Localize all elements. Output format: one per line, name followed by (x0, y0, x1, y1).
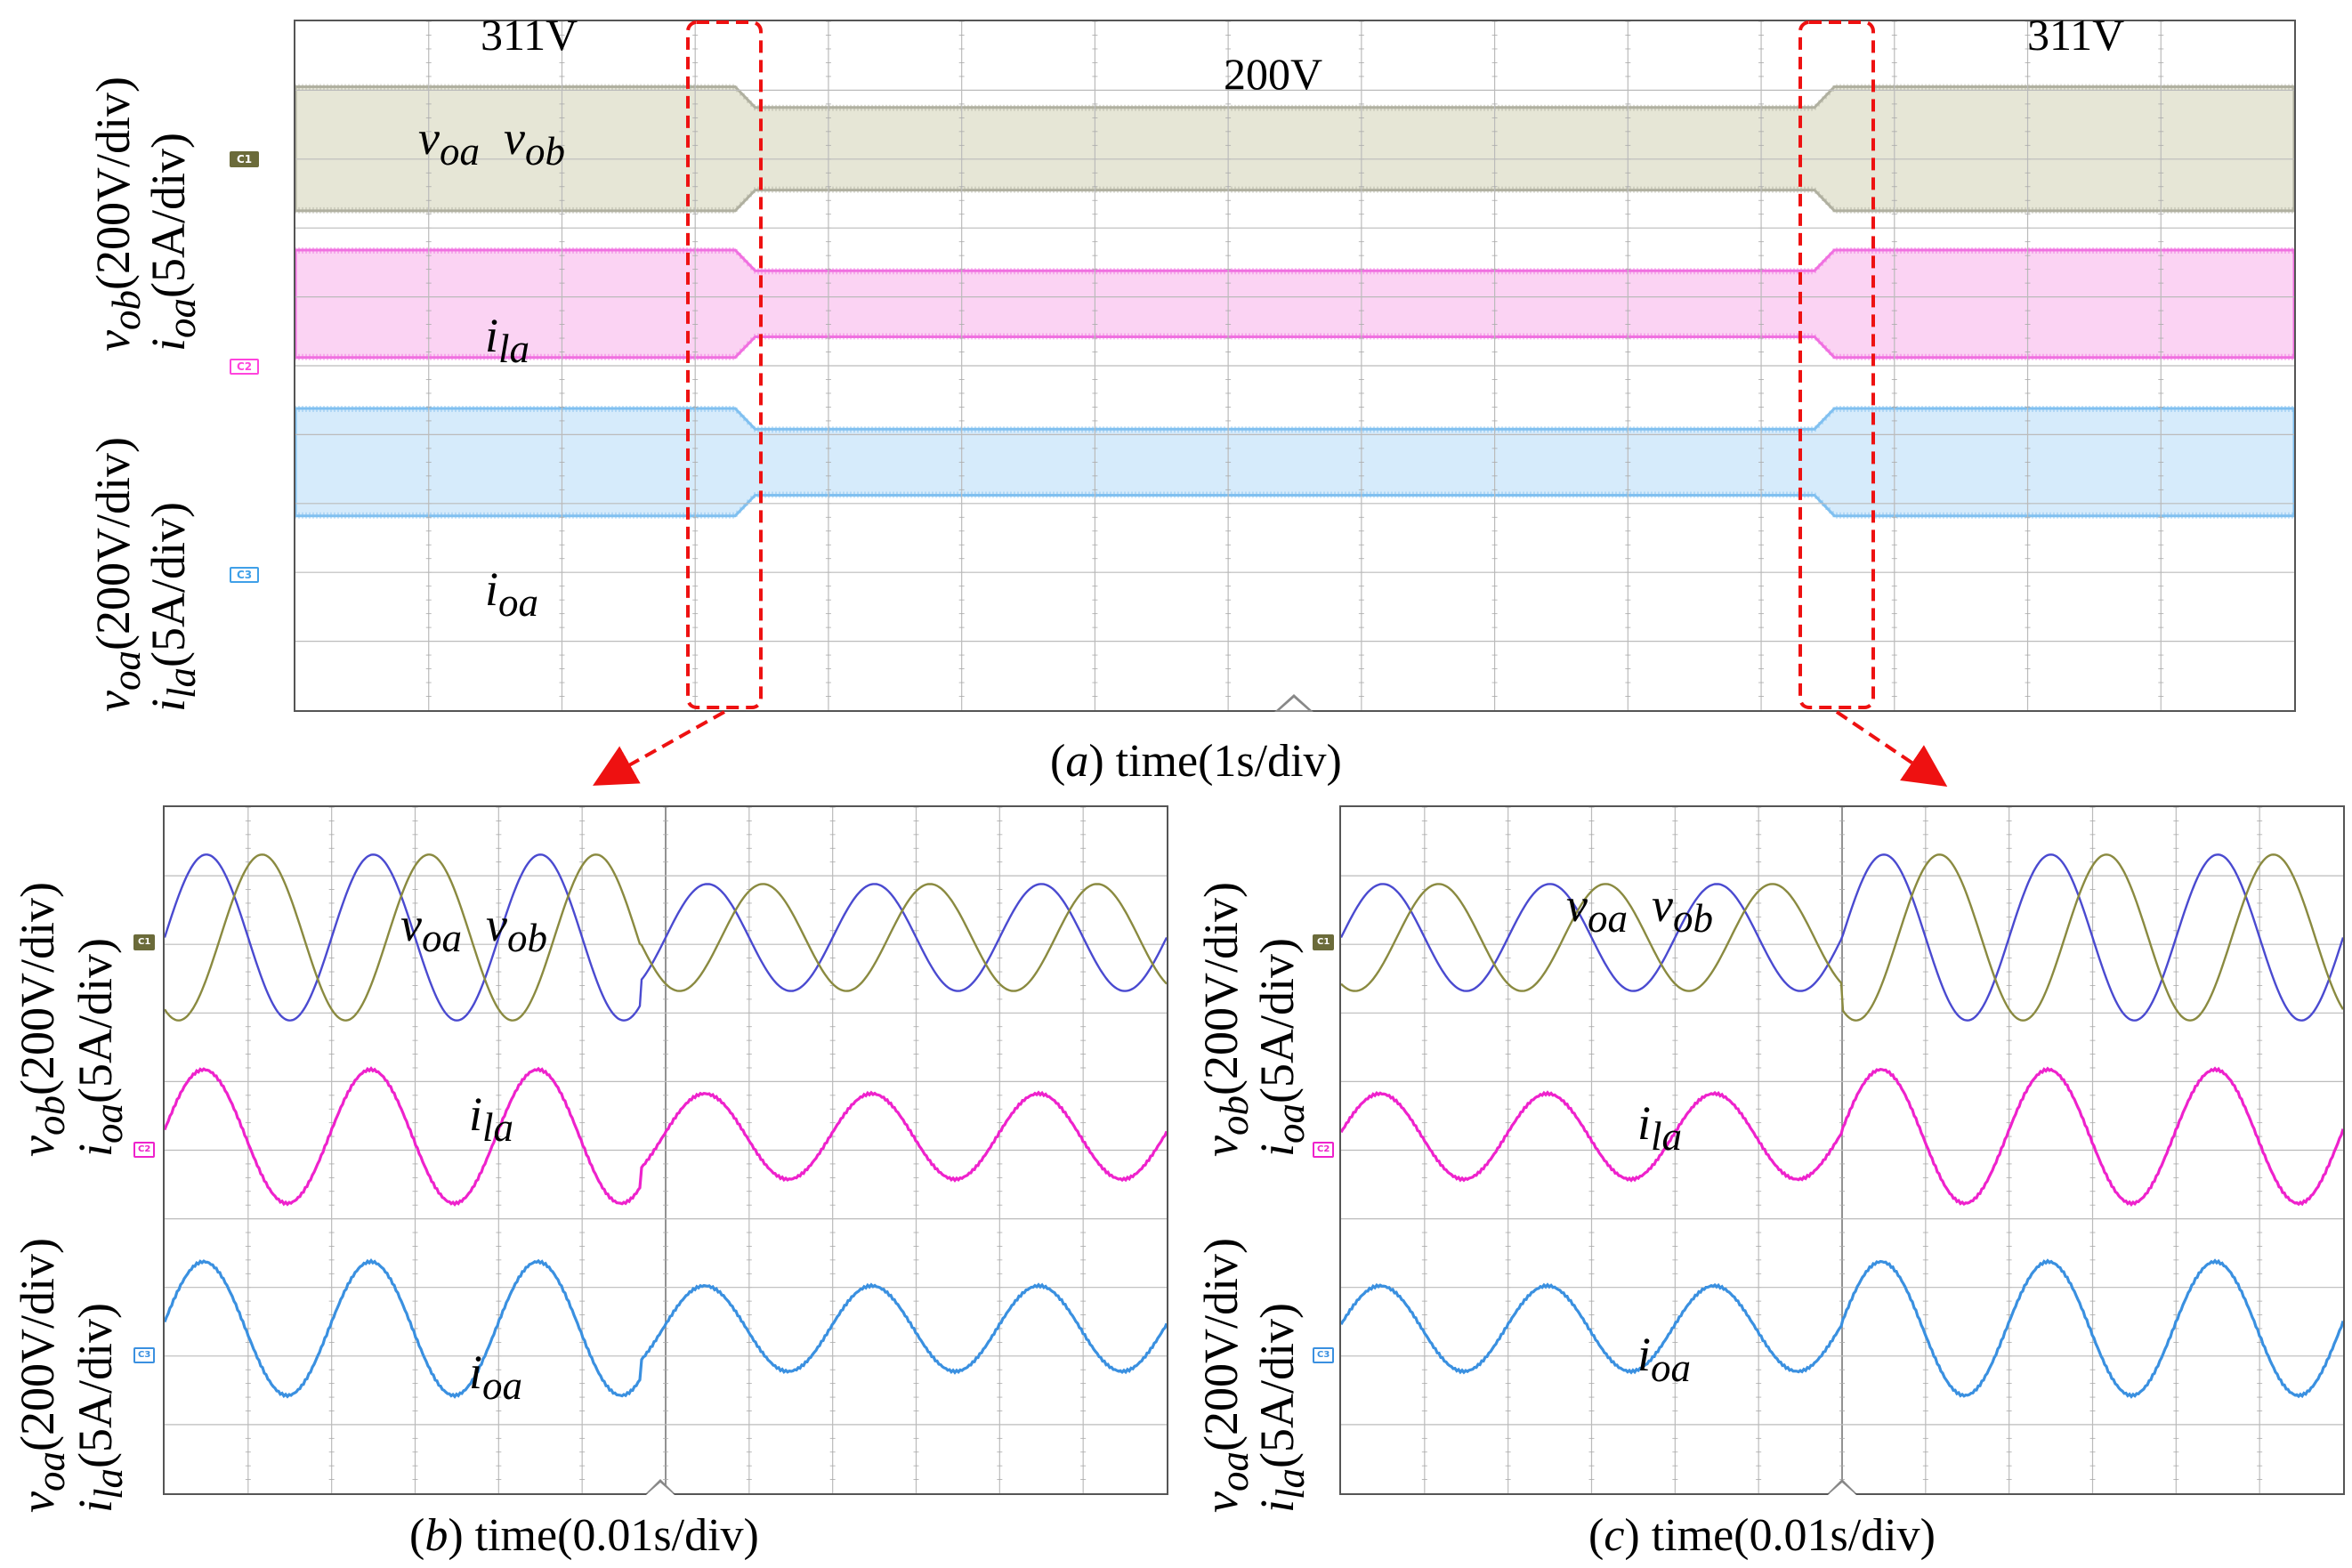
panel-b-wave-voa (165, 853, 1167, 1022)
zoom-arrow-left (593, 710, 725, 786)
channel-tag-c1-a: C1 (230, 151, 260, 167)
caption-a: (a) time(1s/div) (1050, 736, 1342, 787)
annotation-311v-right: 311V (2027, 10, 2125, 60)
ylabel-bot-a-2: ila(5A/div) (141, 502, 204, 712)
legend-voa-vob-c: voa vob (1566, 878, 1713, 941)
panel-c-wave-vob (1341, 853, 2343, 1022)
plot-c (1341, 807, 2343, 1493)
zoom-arrow-right (1835, 710, 1948, 787)
panel-c-grid (1341, 807, 2343, 1493)
envelope-c2 (295, 248, 2294, 360)
ylabel-top-c-1: vob(200V/div) (1194, 882, 1257, 1157)
channel-tag-c3-b: C3 (133, 1347, 156, 1363)
panel-a (294, 20, 2296, 712)
panel-c (1339, 805, 2345, 1495)
channel-tag-c1-c: C1 (1313, 934, 1335, 950)
caption-b: (b) time(0.01s/div) (409, 1510, 759, 1561)
ylabel-bot-b-2: ila(5A/div) (69, 1303, 131, 1513)
panel-b-wave-vob (165, 853, 1167, 1022)
ylabel-bot-c-1: voa(200V/div) (1194, 1238, 1257, 1513)
trigger-marker-c (1828, 1479, 1856, 1495)
plot-b (165, 807, 1167, 1493)
panel-b (163, 805, 1168, 1495)
envelope-c1 (295, 85, 2294, 213)
plot-a (295, 21, 2294, 710)
trigger-marker-a (1274, 694, 1313, 712)
legend-voa-vob-b: voa vob (400, 898, 547, 960)
ylabel-bot-b-1: voa(200V/div) (11, 1238, 73, 1513)
ylabel-top-b-2: ioa(5A/div) (69, 938, 131, 1157)
channel-tag-c3-a: C3 (230, 567, 260, 583)
envelope-c3 (295, 407, 2294, 518)
channel-tag-c1-b: C1 (133, 934, 156, 950)
ylabel-top-a-1: vob(200V/div) (86, 77, 149, 352)
panel-b-grid (165, 807, 1167, 1493)
ylabel-top-b-1: vob(200V/div) (11, 882, 73, 1157)
legend-ioa-b: ioa (469, 1346, 523, 1408)
legend-ila-b: ila (469, 1087, 514, 1150)
channel-tag-c2-c: C2 (1313, 1142, 1335, 1158)
caption-c: (c) time(0.01s/div) (1588, 1510, 1936, 1561)
channel-tag-c2-a: C2 (230, 359, 260, 375)
annotation-200v: 200V (1224, 49, 1323, 99)
ylabel-top-c-2: ioa(5A/div) (1250, 938, 1313, 1157)
panel-c-wave-ila (1341, 1066, 2343, 1207)
annotation-311v-left: 311V (481, 10, 578, 60)
legend-voa-vob-a: voa vob (418, 111, 565, 174)
ylabel-bot-c-2: ila(5A/div) (1250, 1303, 1313, 1513)
channel-tag-c3-c: C3 (1313, 1347, 1335, 1363)
ylabel-top-a-2: ioa(5A/div) (141, 133, 204, 352)
legend-ioa-a: ioa (485, 562, 539, 625)
legend-ioa-c: ioa (1637, 1328, 1692, 1390)
panel-b-wave-ioa (165, 1258, 1167, 1399)
panel-c-wave-ioa (1341, 1258, 2343, 1399)
panel-c-wave-voa (1341, 853, 2343, 1022)
trigger-marker-b (646, 1479, 675, 1495)
ylabel-bot-a-1: voa(200V/div) (86, 437, 149, 712)
channel-tag-c2-b: C2 (133, 1142, 156, 1158)
legend-ila-c: ila (1637, 1096, 1683, 1159)
legend-ila-a: ila (485, 309, 530, 371)
panel-b-wave-ila (165, 1066, 1167, 1207)
